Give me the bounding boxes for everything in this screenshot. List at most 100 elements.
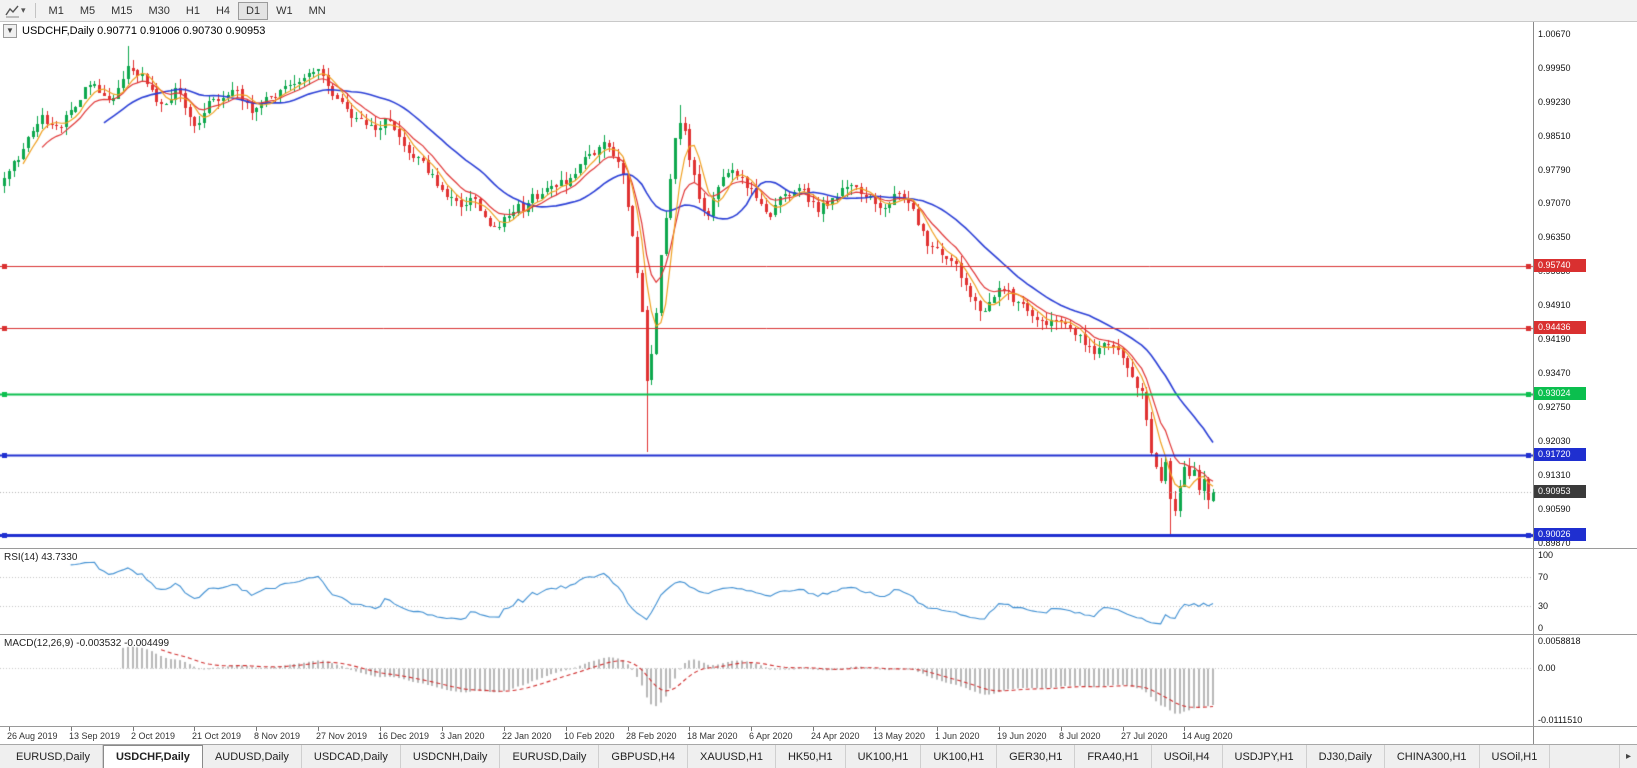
timeframe-button-m15[interactable]: M15 xyxy=(111,4,133,17)
rsi-plot[interactable] xyxy=(0,549,1533,634)
chart-tab-uk100-h1[interactable]: UK100,H1 xyxy=(921,745,998,768)
price-axis-label: 0.91310 xyxy=(1538,470,1571,480)
date-axis[interactable]: 26 Aug 2019 13 Sep 2019 2 Oct 2019 21 Oct 2… xyxy=(0,727,1533,744)
date-axis-label: 21 Oct 2019 xyxy=(192,731,242,741)
chart-tab-usdchf-daily[interactable]: USDCHF,Daily xyxy=(102,745,203,768)
chart-tabs-bar: EURUSD,Daily USDCHF,Daily AUDUSD,Daily USDC… xyxy=(0,744,1637,768)
chart-tab-usdcad-daily[interactable]: USDCAD,Daily xyxy=(302,745,401,768)
chart-tab-eurusd-daily[interactable]: EURUSD,Daily xyxy=(4,745,103,768)
chart-tab-eurusd-daily[interactable]: EURUSD,Daily xyxy=(500,745,600,768)
timeframe-button-w1[interactable]: W1 xyxy=(276,4,293,17)
chart-tab-xauusd-h1[interactable]: XAUUSD,H1 xyxy=(688,745,776,768)
level-price-badge: 0.94436 xyxy=(1534,321,1586,334)
chart-collapse-button[interactable]: ▼ xyxy=(3,24,17,38)
rsi-axis-label: 30 xyxy=(1538,601,1549,611)
date-tick xyxy=(751,727,752,731)
date-axis-label: 8 Nov 2019 xyxy=(254,731,301,741)
macd-axis-label: 0.00 xyxy=(1538,663,1556,673)
rsi-axis-label: 100 xyxy=(1538,550,1554,560)
date-axis-label: 26 Aug 2019 xyxy=(7,731,58,741)
price-axis-label: 0.94190 xyxy=(1538,334,1571,344)
date-tick xyxy=(1123,727,1124,731)
chart-title-bar: ▼ USDCHF,Daily 0.90771 0.91006 0.90730 0… xyxy=(3,24,265,38)
chart-tab-uk100-h1[interactable]: UK100,H1 xyxy=(846,745,922,768)
timeframe-button-m30[interactable]: M30 xyxy=(148,4,170,17)
rsi-plot-area[interactable]: RSI(14) 43.7330 xyxy=(0,549,1533,634)
rsi-axis[interactable]: 100 70 30 0 xyxy=(1533,549,1637,634)
price-axis-label: 0.98510 xyxy=(1538,131,1571,141)
tab-scroll-right-button[interactable]: ▸ xyxy=(1619,745,1637,768)
rsi-axis-label: 70 xyxy=(1538,572,1549,582)
timeframe-button-m1[interactable]: M1 xyxy=(48,4,64,17)
level-price-badge: 0.90026 xyxy=(1534,528,1586,541)
price-axis-label: 0.94910 xyxy=(1538,300,1571,310)
timeframe-button-h4[interactable]: H4 xyxy=(215,4,231,17)
date-axis-label: 27 Nov 2019 xyxy=(316,731,368,741)
timeframe-button-h1[interactable]: H1 xyxy=(185,4,200,17)
date-axis-label: 2 Oct 2019 xyxy=(131,731,176,741)
chart-title-text: USDCHF,Daily 0.90771 0.91006 0.90730 0.9… xyxy=(22,25,266,37)
date-tick xyxy=(504,727,505,731)
date-axis-corner xyxy=(1533,727,1637,744)
chart-tab-audusd-daily[interactable]: AUDUSD,Daily xyxy=(203,745,302,768)
price-axis-label: 0.90590 xyxy=(1538,504,1571,514)
chart-tab-gbpusd-h4[interactable]: GBPUSD,H4 xyxy=(599,745,688,768)
date-tick xyxy=(999,727,1000,731)
date-axis-label: 6 Apr 2020 xyxy=(749,731,793,741)
macd-label: MACD(12,26,9) -0.003532 -0.004499 xyxy=(4,638,170,649)
timeframe-button-m5[interactable]: M5 xyxy=(79,4,96,17)
date-tick xyxy=(813,727,814,731)
timeframe-button-mn[interactable]: MN xyxy=(308,4,326,17)
macd-plot-area[interactable]: MACD(12,26,9) -0.003532 -0.004499 xyxy=(0,635,1533,726)
price-axis-label: 0.97070 xyxy=(1538,198,1571,208)
price-axis-label: 0.99230 xyxy=(1538,97,1571,107)
chart-tab-ger30-h1[interactable]: GER30,H1 xyxy=(997,745,1076,768)
timeframe-button-d1[interactable]: D1 xyxy=(238,1,269,20)
macd-plot[interactable] xyxy=(0,635,1533,726)
price-axis-label: 0.96350 xyxy=(1538,232,1571,242)
price-plot-area[interactable]: ▼ USDCHF,Daily 0.90771 0.91006 0.90730 0… xyxy=(0,22,1533,548)
chart-tab-usdjpy-h1[interactable]: USDJPY,H1 xyxy=(1223,745,1307,768)
price-axis-label: 1.00670 xyxy=(1538,29,1571,39)
chart-tab-hk50-h1[interactable]: HK50,H1 xyxy=(776,745,846,768)
date-tick xyxy=(9,727,10,731)
price-axis-label: 0.89870 xyxy=(1538,538,1571,548)
line-chart-icon[interactable] xyxy=(5,4,20,18)
macd-axis[interactable]: 0.0058818 0.00 -0.0111510 xyxy=(1533,635,1637,726)
date-axis-label: 24 Apr 2020 xyxy=(811,731,860,741)
chevron-down-icon[interactable]: ▾ xyxy=(21,5,26,15)
chart-tab-usoil-h4[interactable]: USOil,H4 xyxy=(1152,745,1223,768)
date-tick xyxy=(318,727,319,731)
rsi-indicator-panel: RSI(14) 43.7330 100 70 30 0 xyxy=(0,548,1637,634)
timeframe-buttons: M1 M5 M15 M30 H1 H4 D1 W1 MN xyxy=(41,1,334,20)
chart-tab-usdcnh-daily[interactable]: USDCNH,Daily xyxy=(401,745,501,768)
date-tick xyxy=(1061,727,1062,731)
date-axis-label: 16 Dec 2019 xyxy=(378,731,430,741)
date-tick xyxy=(628,727,629,731)
date-tick xyxy=(256,727,257,731)
date-tick xyxy=(875,727,876,731)
date-axis-label: 19 Jun 2020 xyxy=(997,731,1047,741)
rsi-label: RSI(14) 43.7330 xyxy=(4,552,78,563)
price-axis-label: 0.99950 xyxy=(1538,63,1571,73)
level-price-badge: 0.91720 xyxy=(1534,448,1586,461)
price-axis-label: 0.97790 xyxy=(1538,165,1571,175)
price-plot[interactable] xyxy=(0,22,1533,548)
price-chart-panel: ▼ USDCHF,Daily 0.90771 0.91006 0.90730 0… xyxy=(0,22,1637,548)
date-tick xyxy=(71,727,72,731)
price-axis-label: 0.92750 xyxy=(1538,402,1571,412)
date-axis-label: 18 Mar 2020 xyxy=(687,731,738,741)
date-axis-label: 3 Jan 2020 xyxy=(440,731,485,741)
date-axis-label: 28 Feb 2020 xyxy=(626,731,677,741)
date-tick xyxy=(133,727,134,731)
chart-tab-fra40-h1[interactable]: FRA40,H1 xyxy=(1075,745,1152,768)
timeframe-toolbar: ▾ M1 M5 M15 M30 H1 H4 D1 W1 MN xyxy=(0,0,1637,22)
date-tick xyxy=(566,727,567,731)
price-axis[interactable]: 1.00670 0.99950 0.99230 0.98510 0.97790 0.970… xyxy=(1533,22,1637,548)
chart-tab-china300-h1[interactable]: CHINA300,H1 xyxy=(1385,745,1480,768)
rsi-axis-label: 0 xyxy=(1538,623,1544,633)
chart-tab-dj30-daily[interactable]: DJ30,Daily xyxy=(1307,745,1385,768)
date-tick xyxy=(937,727,938,731)
chart-tab-usoil-h1[interactable]: USOil,H1 xyxy=(1480,745,1551,768)
